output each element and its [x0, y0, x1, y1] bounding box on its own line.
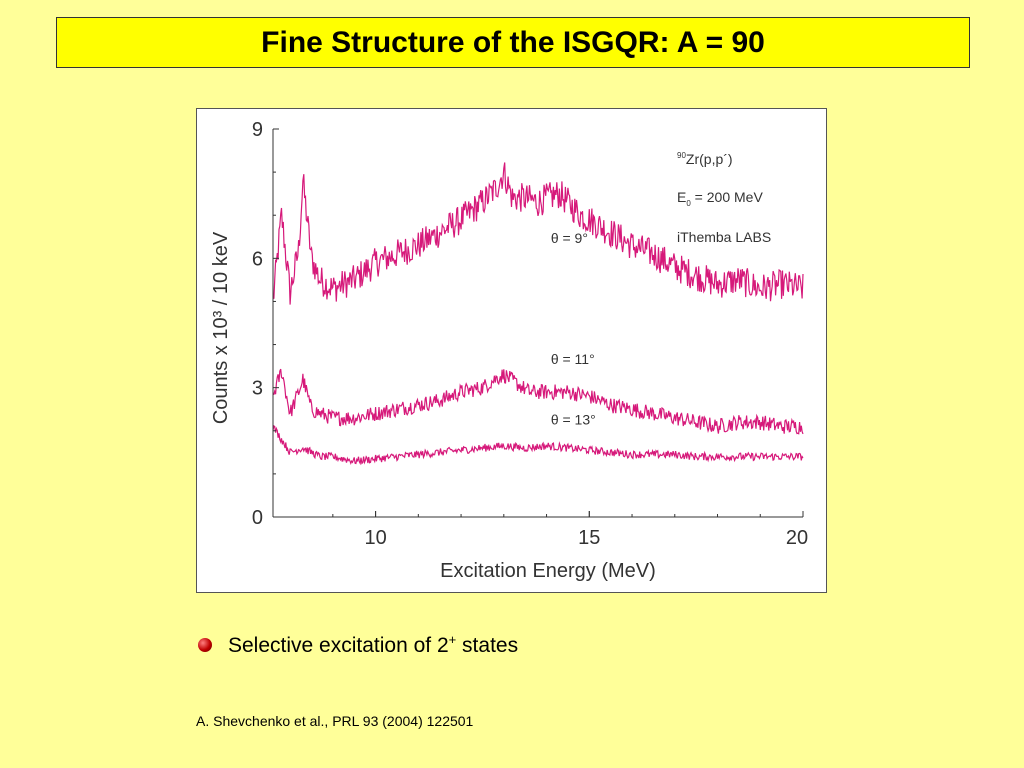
series-label: θ = 9° [551, 230, 588, 246]
energy-value: = 200 MeV [691, 189, 764, 205]
spectrum-figure: 0 3 6 9 10 15 20 Counts x 10³ / 10 keV Excitat… [196, 108, 827, 593]
y-tick-label: 6 [252, 248, 263, 270]
energy-subscript: 0 [686, 199, 691, 208]
facility-annotation: iThemba LABS [677, 229, 771, 245]
y-axis-label: Counts x 10³ / 10 keV [210, 231, 232, 424]
bullet-text: Selective excitation of 2+ states [228, 632, 518, 658]
reaction-text: Zr(p,p´) [686, 151, 733, 167]
reaction-prefix: 90 [677, 151, 686, 160]
x-tick-label: 15 [578, 527, 600, 549]
series-label: θ = 13° [551, 411, 596, 427]
energy-annotation: E0 = 200 MeV [677, 189, 763, 208]
x-tick-label: 20 [786, 527, 808, 549]
title-box: Fine Structure of the ISGQR: A = 90 [56, 17, 970, 68]
bullet-main: Selective excitation of 2 [228, 634, 449, 657]
series-line [272, 162, 804, 305]
x-axis-label: Excitation Energy (MeV) [440, 560, 656, 582]
slide-title: Fine Structure of the ISGQR: A = 90 [261, 25, 765, 59]
bullet-icon [198, 638, 212, 652]
series-line [272, 425, 804, 466]
bullet-item: Selective excitation of 2+ states [198, 632, 518, 658]
series-label: θ = 11° [551, 351, 595, 367]
series-line [272, 368, 804, 435]
y-tick-label: 9 [252, 119, 263, 141]
bullet-sup: + [448, 632, 457, 647]
citation: A. Shevchenko et al., PRL 93 (2004) 1225… [196, 713, 474, 729]
x-tick-label: 10 [364, 527, 386, 549]
spectrum-chart: 0 3 6 9 10 15 20 Counts x 10³ / 10 keV Excitat… [210, 119, 808, 582]
y-tick-label: 3 [252, 378, 263, 400]
energy-prefix: E [677, 189, 686, 205]
y-tick-label: 0 [252, 507, 263, 529]
bullet-tail: states [456, 634, 519, 657]
reaction-annotation: 90Zr(p,p´) [677, 151, 733, 167]
